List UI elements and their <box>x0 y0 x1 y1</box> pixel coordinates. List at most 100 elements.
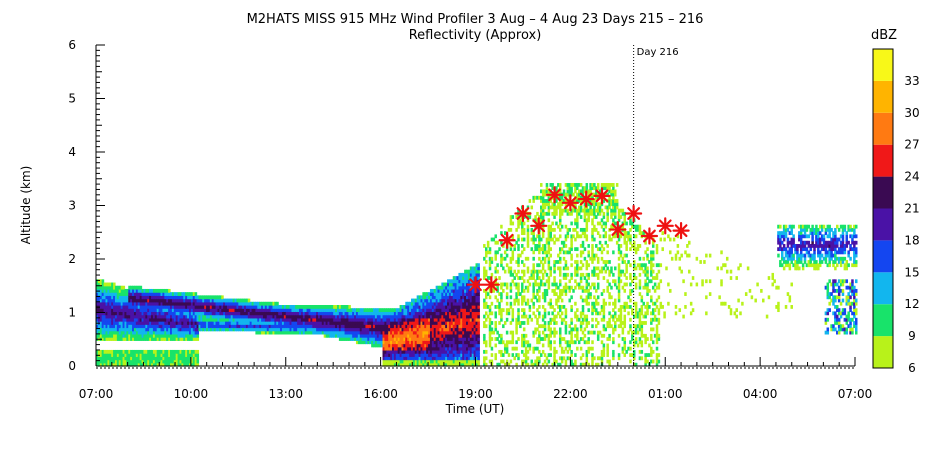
heatmap-cell <box>422 305 425 309</box>
heatmap-cell <box>132 301 135 306</box>
heatmap-cell <box>445 285 448 290</box>
heatmap-cell <box>264 311 268 316</box>
heatmap-cell <box>543 282 547 287</box>
heatmap-cell <box>524 285 528 290</box>
heatmap-cell <box>196 333 200 338</box>
heatmap-cell <box>596 221 600 226</box>
heatmap-cell <box>192 362 196 367</box>
heatmap-cell <box>500 263 503 268</box>
heatmap-cell <box>600 244 604 248</box>
heatmap-cell <box>418 346 422 351</box>
heatmap-cell <box>397 353 401 357</box>
heatmap-cell <box>553 356 556 361</box>
heatmap-cell <box>130 305 133 309</box>
heatmap-cell <box>490 256 494 261</box>
heatmap-cell <box>614 314 617 319</box>
heatmap-cell <box>435 321 439 325</box>
heatmap-cell <box>454 327 458 332</box>
heatmap-cell <box>308 317 312 322</box>
heatmap-cell <box>576 199 579 203</box>
heatmap-cell <box>577 266 581 271</box>
heatmap-cell <box>329 317 332 322</box>
heatmap-cell <box>373 343 376 348</box>
heatmap-cell <box>526 285 530 290</box>
heatmap-cell <box>484 301 488 306</box>
heatmap-cell <box>435 292 439 296</box>
heatmap-cell <box>107 337 110 341</box>
heatmap-cell <box>162 349 165 354</box>
heatmap-cell <box>570 317 573 322</box>
heatmap-cell <box>574 202 577 207</box>
heatmap-cell <box>471 353 475 357</box>
heatmap-cell <box>615 199 619 203</box>
heatmap-cell <box>293 308 296 313</box>
heatmap-cell <box>187 330 190 335</box>
heatmap-cell <box>587 340 590 345</box>
heatmap-cell <box>283 321 287 325</box>
heatmap-cell <box>179 337 182 341</box>
heatmap-cell <box>118 295 122 300</box>
heatmap-cell <box>441 359 444 364</box>
heatmap-cell <box>130 353 133 357</box>
heatmap-cell <box>166 359 169 364</box>
heatmap-cell <box>505 247 509 252</box>
heatmap-cell <box>354 317 357 322</box>
heatmap-cell <box>185 311 188 316</box>
heatmap-cell <box>469 337 473 341</box>
heatmap-cell <box>524 362 528 367</box>
heatmap-cell <box>154 330 158 335</box>
heatmap-cell <box>574 333 577 338</box>
heatmap-cell <box>135 314 139 319</box>
heatmap-cell <box>382 353 386 357</box>
heatmap-cell <box>187 324 190 329</box>
heatmap-cell <box>566 340 570 345</box>
heatmap-cell <box>545 356 549 361</box>
heatmap-cell <box>496 362 499 367</box>
heatmap-cell <box>464 327 467 332</box>
heatmap-cell <box>456 317 460 322</box>
heatmap-cell <box>268 311 272 316</box>
heatmap-cell <box>450 337 454 341</box>
heatmap-cell <box>409 353 412 357</box>
heatmap-cell <box>450 353 454 357</box>
heatmap-cell <box>549 340 552 345</box>
heatmap-cell <box>190 314 194 319</box>
heatmap-cell <box>118 285 122 290</box>
heatmap-cell <box>156 330 160 335</box>
heatmap-cell <box>236 327 239 332</box>
heatmap-cell <box>327 333 330 338</box>
heatmap-cell <box>380 340 384 345</box>
heatmap-cell <box>367 333 370 338</box>
heatmap-cell <box>555 260 558 264</box>
heatmap-cell <box>147 301 150 306</box>
heatmap-cell <box>445 337 448 341</box>
heatmap-cell <box>462 288 465 293</box>
heatmap-cell <box>133 311 137 316</box>
heatmap-cell <box>543 295 547 300</box>
heatmap-cell <box>124 324 127 329</box>
heatmap-cell <box>462 314 465 319</box>
heatmap-cell <box>382 317 386 322</box>
heatmap-cell <box>595 272 598 277</box>
heatmap-cell <box>547 279 551 284</box>
heatmap-cell <box>126 317 129 322</box>
heatmap-cell <box>355 317 359 322</box>
heatmap-cell <box>407 333 410 338</box>
heatmap-cell <box>293 317 296 322</box>
heatmap-cell <box>467 349 471 354</box>
heatmap-cell <box>312 308 315 313</box>
heatmap-cell <box>462 353 465 357</box>
heatmap-cell <box>612 199 615 203</box>
heatmap-cell <box>517 317 520 322</box>
heatmap-cell <box>517 285 520 290</box>
heatmap-cell <box>467 292 471 296</box>
heatmap-cell <box>217 298 220 303</box>
heatmap-cell <box>458 298 461 303</box>
heatmap-cell <box>101 295 105 300</box>
heatmap-cell <box>473 317 477 322</box>
heatmap-cell <box>574 183 577 187</box>
heatmap-cell <box>466 343 469 348</box>
heatmap-cell <box>183 359 186 364</box>
heatmap-cell <box>113 301 116 306</box>
heatmap-cell <box>166 349 169 354</box>
